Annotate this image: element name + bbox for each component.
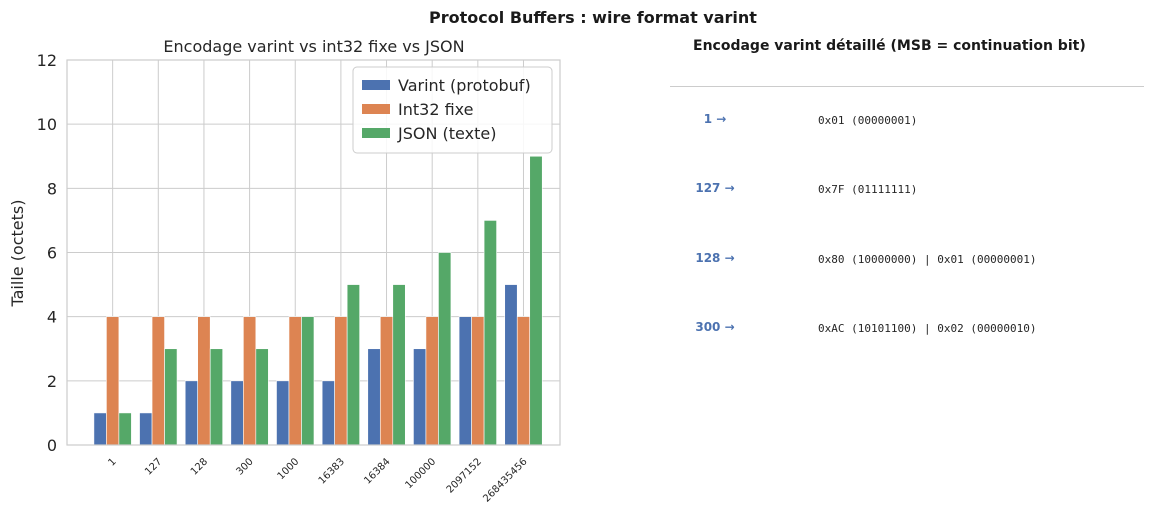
x-tick-label: 127	[143, 456, 164, 477]
bar-int32	[471, 316, 485, 446]
legend-label: Int32 fixe	[398, 100, 473, 119]
bar-varint	[230, 380, 244, 446]
bar-int32	[151, 316, 165, 446]
legend-label: Varint (protobuf)	[398, 76, 531, 95]
encoding-bytes: 0xAC (10101100) | 0x02 (00000010)	[818, 322, 1037, 335]
y-tick-label: 2	[47, 372, 57, 391]
y-axis-label: Taille (octets)	[8, 200, 27, 308]
bar-varint	[413, 348, 427, 446]
legend-swatch	[362, 128, 390, 138]
y-tick-label: 10	[37, 115, 57, 134]
bar-json	[529, 155, 543, 446]
bar-int32	[243, 316, 257, 446]
x-tick-label: 16383	[317, 456, 347, 486]
bar-varint	[321, 380, 335, 446]
y-tick-label: 0	[47, 436, 57, 455]
x-tick-label: 16384	[362, 456, 392, 486]
chart-legend: Varint (protobuf) Int32 fixe JSON (texte)	[352, 66, 553, 154]
bar-int32	[516, 316, 531, 446]
bar-int32	[106, 316, 120, 446]
legend-label: JSON (texte)	[397, 124, 496, 143]
y-tick-label: 6	[47, 244, 57, 263]
encoding-panel-title: Encodage varint détaillé (MSB = continua…	[693, 38, 1086, 54]
encoding-number: 300 →	[695, 320, 735, 334]
bar-json	[392, 284, 406, 446]
encoding-number: 1 →	[703, 112, 727, 126]
bar-int32	[379, 316, 394, 446]
bar-json	[346, 284, 360, 446]
encoding-number: 127 →	[695, 181, 735, 195]
bar-varint	[184, 380, 198, 446]
bar-varint	[93, 412, 107, 446]
x-tick-label: 300	[234, 456, 255, 477]
bar-varint	[504, 284, 518, 446]
bar-json	[164, 348, 178, 446]
figure-suptitle: Protocol Buffers : wire format varint	[429, 8, 757, 27]
x-tick-label: 100000	[404, 456, 439, 491]
x-tick-label: 128	[189, 456, 210, 477]
encoding-bytes: 0x80 (10000000) | 0x01 (00000001)	[818, 253, 1037, 266]
x-tick-label: 1	[106, 456, 118, 468]
bar-json	[209, 348, 223, 446]
bar-json	[301, 316, 315, 446]
chart-title: Encodage varint vs int32 fixe vs JSON	[163, 37, 464, 56]
bar-int32	[334, 316, 348, 446]
encoding-bytes: 0x01 (00000001)	[818, 114, 918, 127]
legend-swatch	[362, 104, 390, 114]
bar-json	[255, 348, 269, 446]
bar-int32	[197, 316, 211, 446]
encoding-panel-divider	[670, 86, 1144, 87]
bar-json	[438, 252, 452, 446]
y-tick-label: 12	[37, 51, 57, 70]
bar-varint	[367, 348, 381, 446]
y-tick-label: 8	[47, 179, 57, 198]
bar-varint	[276, 380, 290, 446]
bar-varint	[458, 316, 472, 446]
encoding-bytes: 0x7F (01111111)	[818, 183, 918, 196]
x-tick-label: 2097152	[445, 456, 484, 495]
bar-layer	[93, 155, 543, 446]
x-tick-label: 1000	[276, 456, 302, 482]
bar-varint	[139, 412, 153, 446]
bar-json	[118, 412, 132, 446]
x-tick-label: 268435456	[481, 456, 529, 504]
y-tick-label: 4	[47, 308, 57, 327]
plot-frame	[66, 59, 561, 446]
bar-json	[483, 220, 497, 446]
legend-swatch	[362, 80, 390, 90]
bar-int32	[425, 316, 439, 446]
legend-box	[352, 66, 553, 154]
encoding-number: 128 →	[695, 251, 735, 265]
bar-int32	[288, 316, 302, 446]
